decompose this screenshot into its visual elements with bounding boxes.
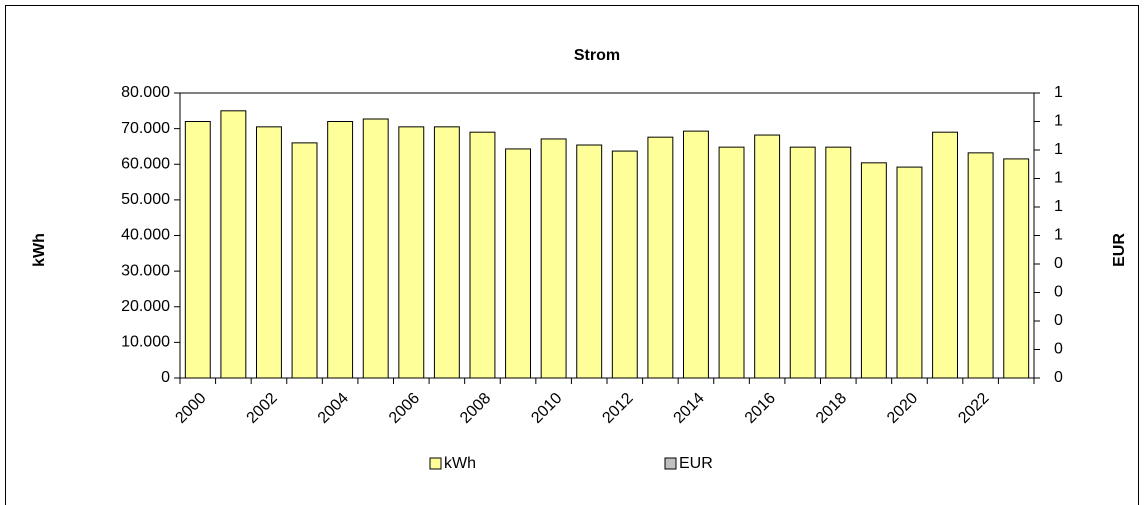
y-tick-label: 50.000: [121, 191, 170, 208]
bar: [789, 146, 816, 379]
bar: [860, 162, 887, 379]
bar: [469, 131, 496, 379]
y2-tick-label: 1: [1054, 170, 1063, 187]
y2-tick-label: 0: [1054, 341, 1063, 358]
legend-swatch: [664, 457, 677, 470]
bar: [433, 126, 460, 379]
bar: [683, 130, 709, 379]
legend-label: EUR: [679, 455, 713, 472]
y2-tick-label: 0: [1054, 255, 1063, 272]
legend-label: kWh: [444, 455, 476, 472]
bar: [718, 146, 745, 379]
bar: [967, 152, 994, 379]
y2-tick-label: 0: [1054, 284, 1063, 301]
y-tick-label: 60.000: [121, 155, 170, 172]
y-tick-label: 70.000: [121, 120, 170, 137]
y2-tick-label: 1: [1054, 141, 1063, 158]
y-tick-label: 80.000: [121, 84, 170, 101]
bar: [1003, 158, 1030, 379]
y-tick-label: 0: [161, 369, 170, 386]
bar: [505, 148, 531, 379]
legend-swatch: [429, 457, 442, 470]
y-axis-label: kWh: [31, 233, 48, 267]
bar: [220, 110, 247, 379]
y-tick-label: 10.000: [121, 334, 170, 351]
plot-area: [179, 92, 1035, 379]
bar: [540, 138, 567, 379]
y2-axis-label: EUR: [1111, 233, 1128, 267]
y-tick-label: 20.000: [121, 298, 170, 315]
y2-tick-label: 1: [1054, 198, 1063, 215]
y2-tick-label: 1: [1054, 227, 1063, 244]
bar: [611, 150, 638, 379]
bar: [256, 126, 282, 379]
chart-title: Strom: [574, 47, 620, 64]
bar: [932, 131, 958, 379]
bar: [327, 121, 354, 379]
bar: [647, 136, 674, 379]
y2-tick-label: 1: [1054, 84, 1063, 101]
bar: [576, 144, 603, 379]
y-tick-label: 30.000: [121, 262, 170, 279]
bar: [362, 118, 389, 379]
bar: [825, 146, 852, 379]
bar: [184, 121, 211, 379]
bar: [398, 126, 425, 379]
bar: [896, 166, 923, 379]
y2-tick-label: 1: [1054, 113, 1063, 130]
y2-tick-label: 0: [1054, 369, 1063, 386]
y-tick-label: 40.000: [121, 227, 170, 244]
bar: [754, 134, 781, 379]
y2-tick-label: 0: [1054, 312, 1063, 329]
bar: [291, 142, 318, 379]
